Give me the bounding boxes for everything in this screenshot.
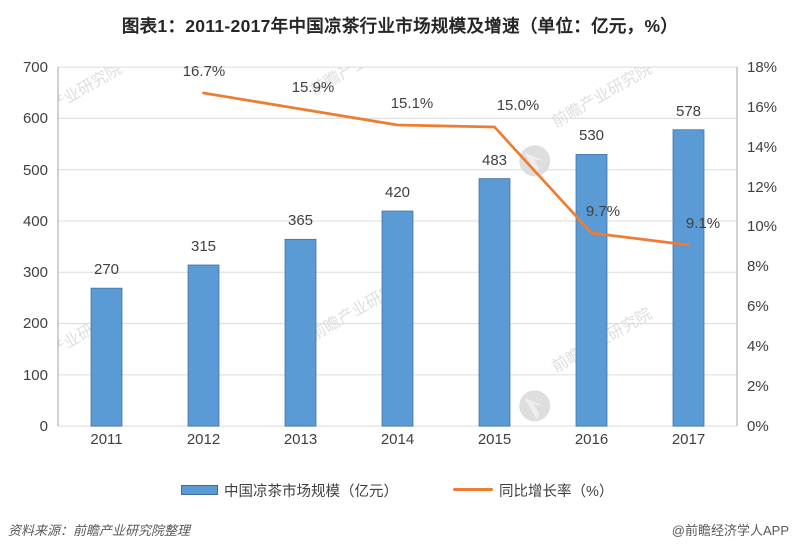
svg-text:16.7%: 16.7% <box>183 63 226 80</box>
svg-text:2%: 2% <box>747 378 769 395</box>
svg-text:10%: 10% <box>747 218 777 235</box>
svg-text:500: 500 <box>23 162 48 179</box>
svg-text:18%: 18% <box>747 59 777 76</box>
svg-text:700: 700 <box>23 59 48 76</box>
svg-text:0%: 0% <box>747 418 769 435</box>
svg-text:6%: 6% <box>747 298 769 315</box>
svg-text:2013: 2013 <box>284 431 317 448</box>
svg-text:2012: 2012 <box>187 431 220 448</box>
svg-text:2017: 2017 <box>672 431 705 448</box>
svg-text:9.1%: 9.1% <box>686 215 720 232</box>
svg-text:14%: 14% <box>747 139 777 156</box>
svg-text:270: 270 <box>94 261 119 278</box>
svg-text:2014: 2014 <box>381 431 414 448</box>
svg-text:578: 578 <box>676 103 701 120</box>
svg-text:2011: 2011 <box>90 431 122 448</box>
svg-text:483: 483 <box>482 152 507 169</box>
svg-text:365: 365 <box>288 212 313 229</box>
svg-text:8%: 8% <box>747 258 769 275</box>
svg-text:15.9%: 15.9% <box>292 79 335 96</box>
svg-text:0: 0 <box>40 418 48 435</box>
svg-text:9.7%: 9.7% <box>586 203 620 220</box>
svg-text:530: 530 <box>579 127 604 144</box>
svg-text:15.0%: 15.0% <box>497 97 540 114</box>
svg-text:2015: 2015 <box>478 431 511 448</box>
svg-text:300: 300 <box>23 264 48 281</box>
svg-text:15.1%: 15.1% <box>391 95 434 112</box>
svg-text:420: 420 <box>385 184 410 201</box>
svg-text:4%: 4% <box>747 338 769 355</box>
svg-text:100: 100 <box>23 367 48 384</box>
svg-text:315: 315 <box>191 238 216 255</box>
svg-text:600: 600 <box>23 110 48 127</box>
svg-text:400: 400 <box>23 213 48 230</box>
svg-text:12%: 12% <box>747 179 777 196</box>
svg-text:2016: 2016 <box>575 431 608 448</box>
svg-text:200: 200 <box>23 315 48 332</box>
svg-text:16%: 16% <box>747 99 777 116</box>
